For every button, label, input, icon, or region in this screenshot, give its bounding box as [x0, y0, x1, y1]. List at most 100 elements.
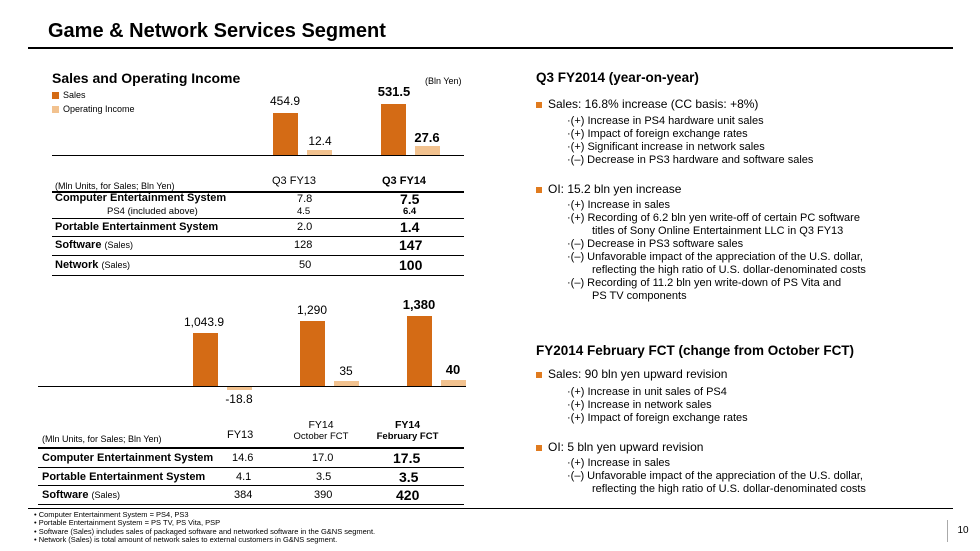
page-number: 10: [947, 520, 978, 542]
footnote: • Network (Sales) is total amount of net…: [34, 534, 338, 544]
table2-col2: FY14 October FCT: [290, 419, 352, 443]
legend-sales-label: Sales: [63, 90, 86, 100]
t2-row-ces-v3: 17.5: [393, 450, 421, 466]
q3-oi-list: ·(+) Increase in sales ·(+) Recording of…: [567, 199, 866, 303]
bar-sales-fy13: [193, 333, 218, 386]
t1-row-ps4-v2: 6.4: [403, 206, 417, 217]
t1-row-ces-v2: 7.5: [400, 191, 420, 207]
t2-row-ces-label: Computer Entertainment System: [42, 452, 214, 464]
q3-oi-item-cont: PS TV components: [592, 290, 687, 302]
fy-sales-item: ·(+) Increase in network sales: [567, 399, 712, 411]
q3-sales-item: ·(+) Significant increase in network sal…: [567, 141, 765, 153]
table1-note: (Mln Units, for Sales; Bln Yen): [55, 181, 175, 191]
t1-row-pes-v1: 2.0: [297, 221, 313, 233]
q3-sales-item: ·(+) Increase in PS4 hardware unit sales: [567, 115, 764, 127]
bar-oi-q3fy14: [415, 146, 440, 155]
label-oi-fy14-feb: 40: [445, 362, 461, 377]
table2-col3-top: FY14: [394, 419, 421, 431]
t1-row-sw: Software (Sales): [55, 239, 133, 251]
t1-row-net-v2: 100: [399, 257, 423, 273]
legend-oi-label: Operating Income: [63, 104, 135, 114]
label-oi-fy13: -18.8: [225, 392, 253, 406]
legend-oi: Operating Income: [52, 104, 135, 114]
footnote: • Portable Entertainment System = PS TV,…: [34, 518, 221, 528]
fy-oi-list: ·(+) Increase in sales ·(–) Unfavorable …: [567, 457, 866, 496]
label-oi-fy14-oct: 35: [339, 364, 353, 378]
footer-divider: [28, 508, 953, 509]
t1-row-net-suffix: (Sales): [101, 260, 130, 270]
fy-oi-item: ·(–) Unfavorable impact of the appreciat…: [567, 470, 863, 482]
table1-col1: Q3 FY13: [272, 175, 317, 187]
t2-row-sw-v3: 420: [396, 487, 420, 503]
bar-oi-fy14-feb: [441, 380, 466, 386]
fy-oi-text: OI: 5 bln yen upward revision: [548, 440, 704, 454]
footnote: • Software (Sales) includes sales of pac…: [34, 526, 376, 536]
table2-col2-bot: October FCT: [293, 431, 349, 442]
t2-row-pes-v3: 3.5: [399, 469, 419, 485]
table2-col3: FY14 February FCT: [370, 419, 445, 443]
q3-sales-list: ·(+) Increase in PS4 hardware unit sales…: [567, 115, 813, 167]
t2-row-sw-label: Software: [42, 489, 89, 501]
footnotes: • Computer Entertainment System = PS4, P…: [34, 510, 376, 544]
t1-rule-3: [52, 255, 464, 256]
t2-row-sw-v1: 384: [234, 489, 253, 501]
t2-row-sw-suffix: (Sales): [91, 490, 121, 500]
legend-sales: Sales: [52, 90, 86, 100]
t2-row-ces-v1: 14.6: [232, 452, 254, 464]
t2-row-sw: Software (Sales): [42, 489, 120, 501]
t1-row-net-label: Network: [55, 259, 99, 271]
label-sales-fy14-oct: 1,290: [296, 303, 328, 317]
fy-sales-text: Sales: 90 bln yen upward revision: [548, 367, 728, 381]
fy-oi-item-cont: reflecting the high ratio of U.S. dollar…: [592, 483, 866, 495]
legend-sales-swatch: [52, 92, 59, 100]
q3-sales-text: Sales: 16.8% increase (CC basis: +8%): [548, 97, 759, 111]
t2-row-pes-v2: 3.5: [316, 471, 332, 483]
q3-oi-item: ·(–) Recording of 11.2 bln yen write-dow…: [567, 277, 842, 289]
label-oi-q3fy14: 27.6: [414, 130, 440, 145]
t1-row-ps4-label: PS4 (included above): [107, 206, 198, 217]
q3-oi-item: ·(+) Increase in sales: [567, 199, 671, 211]
table2-col2-top: FY14: [308, 419, 334, 431]
t2-row-pes-v1: 4.1: [236, 471, 252, 483]
q3-oi-item: ·(+) Recording of 6.2 bln yen write-off …: [567, 212, 860, 224]
table1-col2: Q3 FY14: [382, 175, 427, 187]
table2-col3-bot: February FCT: [376, 431, 439, 442]
fy-heading: FY2014 February FCT (change from October…: [536, 343, 855, 358]
q3-oi-item-cont: titles of Sony Online Entertainment LLC …: [592, 225, 844, 237]
fy-sales-line: Sales: 90 bln yen upward revision: [536, 367, 727, 381]
t1-rule-2: [52, 236, 464, 237]
t1-row-sw-v2: 147: [399, 237, 423, 253]
t1-row-pes-v2: 1.4: [400, 219, 420, 235]
label-sales-q3fy13: 454.9: [269, 94, 301, 108]
fy-oi-bullet-icon: [536, 444, 542, 451]
t2-rule-2: [38, 485, 464, 486]
t1-row-ces-label: Computer Entertainment System: [55, 192, 227, 204]
q3-sales-bullet-icon: [536, 101, 542, 108]
q3-oi-bullet-icon: [536, 186, 542, 193]
q3-oi-line: OI: 15.2 bln yen increase: [536, 182, 681, 196]
label-oi-q3fy13: 12.4: [308, 134, 332, 148]
t1-row-sw-label: Software: [55, 239, 102, 251]
table2-note: (Mln Units, for Sales; Bln Yen): [42, 434, 162, 444]
bar-sales-q3fy14: [381, 104, 406, 155]
t1-row-ps4-v1: 4.5: [297, 206, 311, 217]
page-title: Game & Network Services Segment: [48, 20, 386, 42]
chart1-baseline: [52, 155, 464, 156]
bar-sales-q3fy13: [273, 113, 298, 155]
label-sales-q3fy14: 531.5: [377, 84, 411, 99]
label-sales-fy13: 1,043.9: [183, 315, 225, 329]
q3-oi-item: ·(–) Unfavorable impact of the appreciat…: [567, 251, 863, 263]
table2-col1: FY13: [227, 429, 254, 441]
t1-row-net-v1: 50: [299, 259, 312, 271]
fy-sales-item: ·(+) Increase in unit sales of PS4: [567, 386, 727, 398]
q3-oi-item: ·(–) Decrease in PS3 software sales: [567, 238, 744, 250]
fy-sales-bullet-icon: [536, 371, 542, 378]
t2-rule-1: [38, 467, 464, 468]
t1-row-sw-v1: 128: [294, 239, 313, 251]
t2-rule-3: [38, 504, 464, 505]
t1-row-pes-label: Portable Entertainment System: [55, 221, 219, 233]
legend-oi-swatch: [52, 106, 59, 114]
title-divider: [28, 47, 953, 49]
table1-top-rule: [52, 191, 464, 193]
t1-row-net: Network (Sales): [55, 259, 130, 271]
